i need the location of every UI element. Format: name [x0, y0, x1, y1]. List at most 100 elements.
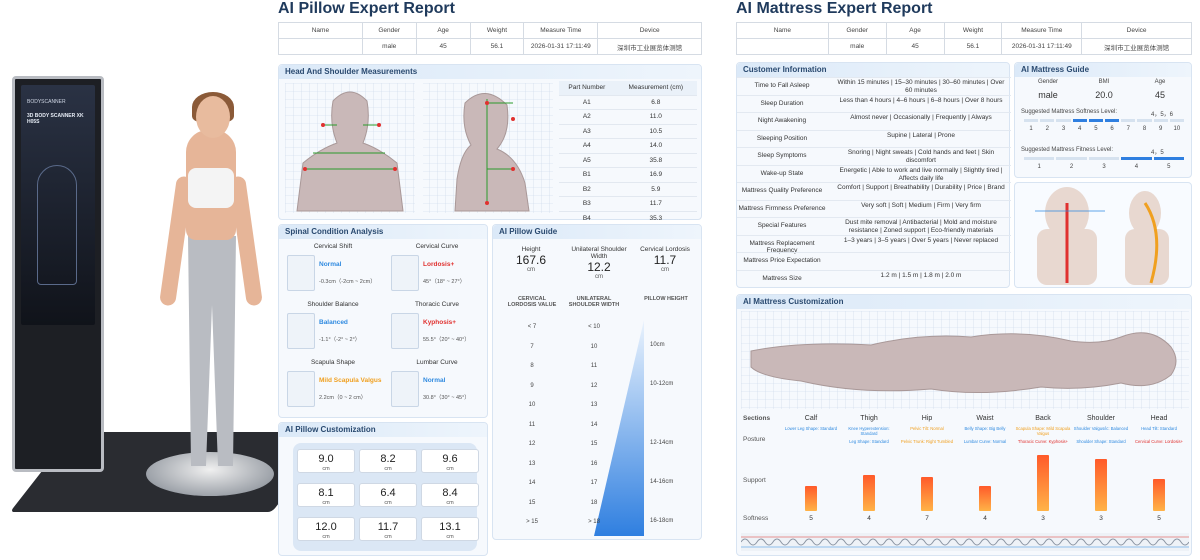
hdr-val: 56.1 — [469, 38, 525, 55]
posture-detail: Head Tilt: Standard — [1141, 426, 1177, 431]
head-shoulder-scan — [285, 83, 553, 213]
pillow-zone-value: 6.4 — [380, 487, 396, 499]
spinal-item-title: Shoulder Balance — [307, 301, 359, 308]
softness-level-value: 4，5，6 — [1151, 112, 1174, 118]
customer-info-value: Less than 4 hours | 4–6 hours | 6–8 hour… — [839, 96, 1003, 104]
pillow-height-value: 10cm — [650, 342, 665, 348]
customer-info-value: Comfort | Support | Breathability | Dura… — [837, 184, 1005, 191]
table-row: B3 11.7 — [559, 196, 697, 211]
spinal-status: Normal — [319, 261, 342, 268]
shoulder-value: 14 — [590, 421, 598, 428]
panel-title: Head And Shoulder Measurements — [279, 65, 701, 79]
shoulder-value: 11 — [590, 363, 598, 369]
hdr-val: male — [827, 38, 887, 55]
pillow-zone-cell: 9.6 cm — [421, 449, 479, 473]
col-cervical: CERVICAL LORDOSIS VALUE — [507, 296, 557, 308]
pillow-zone-unit: cm — [384, 466, 392, 472]
pillow-zone-value: 9.6 — [442, 453, 458, 465]
table-row: A5 35.8 — [559, 152, 697, 168]
part-number: A5 — [559, 152, 615, 168]
customer-info-value: Dust mite removal | Antibacterial | Mold… — [845, 219, 997, 234]
customer-info-label: Mattress Price Expectation — [743, 257, 821, 264]
spinal-item-title: Cervical Curve — [415, 243, 459, 250]
hdr-col: Name — [278, 22, 363, 39]
guide-shoulder-label: Unilateral Shoulder Width — [571, 246, 627, 260]
customer-info-value: Supine | Lateral | Prone — [886, 131, 956, 139]
spinal-item: Scapula Shape Mild Scapula Valgus 2.2cm（0 … — [283, 359, 383, 429]
spinal-item-title: Thoracic Curve — [414, 301, 460, 308]
level-segment — [1121, 157, 1152, 160]
level-segment — [1153, 119, 1168, 122]
pillow-zone-cell: 13.1 cm — [421, 517, 479, 541]
hdr-col: Gender — [827, 22, 887, 39]
posture-detail: Thoracic Curve: Kyphosis+ — [1017, 439, 1069, 444]
softness-value: 7 — [925, 515, 929, 522]
shoulder-value: 16 — [590, 460, 598, 467]
pillow-height-value: 16-18cm — [650, 517, 674, 524]
customer-info-value: Almost never | Occasionally | Frequently… — [850, 114, 992, 121]
hdr-col: Measure Time — [523, 22, 599, 39]
customer-info-row: Special Features Dust mite removal | Anti… — [737, 217, 1011, 235]
hdr-val: 45 — [885, 38, 945, 55]
guide-height: Height 167.6 cm — [498, 246, 564, 273]
part-measurement: 14.0 — [614, 138, 697, 153]
support-bar — [921, 477, 933, 511]
cervical-value: 12 — [528, 441, 536, 447]
cervical-value: < 7 — [527, 324, 537, 330]
guide-height-unit: cm — [527, 267, 535, 273]
guide-height-value: 167.6 — [515, 253, 547, 267]
part-number: A4 — [559, 138, 615, 153]
customer-info-row: Mattress Price Expectation — [737, 252, 1011, 270]
level-number: 3 — [1061, 126, 1066, 132]
level-number: 3 — [1102, 164, 1106, 170]
spinal-thumbnail-icon — [287, 371, 315, 407]
level-number: 10 — [1173, 126, 1181, 132]
spinal-status: Mild Scapula Valgus — [319, 377, 382, 384]
pillow-zone-cell: 8.1 cm — [297, 483, 355, 507]
pillow-zone-value: 12.0 — [315, 521, 337, 533]
customer-info-label: Mattress Replacement Frequency — [749, 239, 815, 254]
hdr-val: 56.1 — [943, 38, 1003, 55]
mattress-report-title: AI Mattress Expert Report — [736, 0, 933, 17]
pillow-zone-cell: 12.0 cm — [297, 517, 355, 541]
customer-info-row: Sleeping Position Supine | Lateral | Pron… — [737, 129, 1011, 148]
hdr-col: Age — [885, 22, 945, 39]
customer-info-label: Mattress Size — [762, 274, 802, 282]
level-number: 6 — [1110, 126, 1114, 132]
part-number: B2 — [559, 181, 615, 197]
posture-detail: Scapula Shape: Mild Scapula Valgus — [1015, 426, 1071, 436]
hdr-val: 45 — [415, 38, 471, 55]
pillow-zone-cell: 8.4 cm — [421, 483, 479, 507]
level-number: 8 — [1142, 126, 1147, 132]
support-bar — [1095, 459, 1107, 511]
spinal-item-title: Lumbar Curve — [416, 359, 458, 366]
cervical-value: 11 — [528, 421, 536, 428]
posture-detail: Lower Leg Shape: Standard — [784, 426, 838, 431]
pillow-zone-cell: 8.2 cm — [359, 449, 417, 473]
guide-age-label: Age — [1154, 79, 1166, 85]
part-measurement: 35.8 — [614, 152, 697, 168]
panel-title: AI Pillow Guide — [493, 225, 701, 239]
hdr-col: Device — [597, 22, 702, 39]
mattress-spring-layer — [741, 533, 1189, 551]
table-row: A1 6.8 — [559, 94, 697, 110]
level-number: 9 — [1159, 126, 1163, 132]
spinal-thumbnail-icon — [391, 255, 419, 291]
guide-height-label: Height — [521, 246, 541, 253]
support-bar — [1037, 455, 1049, 511]
section-name: Shoulder — [1086, 415, 1116, 422]
guide-bmi-label: BMI — [1098, 79, 1110, 85]
softness-label: Softness — [743, 515, 769, 522]
level-segment — [1024, 157, 1055, 160]
level-number: 7 — [1126, 126, 1130, 132]
customer-info-label: Sleeping Position — [756, 134, 808, 142]
spinal-thumbnail-icon — [287, 313, 315, 349]
level-segment — [1056, 157, 1087, 160]
support-bar — [979, 485, 991, 511]
softness-value: 4 — [867, 515, 871, 522]
cervical-value: 10 — [528, 402, 536, 408]
hdr-col: Age — [415, 22, 471, 39]
shoulder-value: 13 — [590, 402, 598, 408]
pillow-zone-unit: cm — [446, 466, 454, 472]
customer-info-label: Mattress Quality Preference — [741, 187, 823, 194]
